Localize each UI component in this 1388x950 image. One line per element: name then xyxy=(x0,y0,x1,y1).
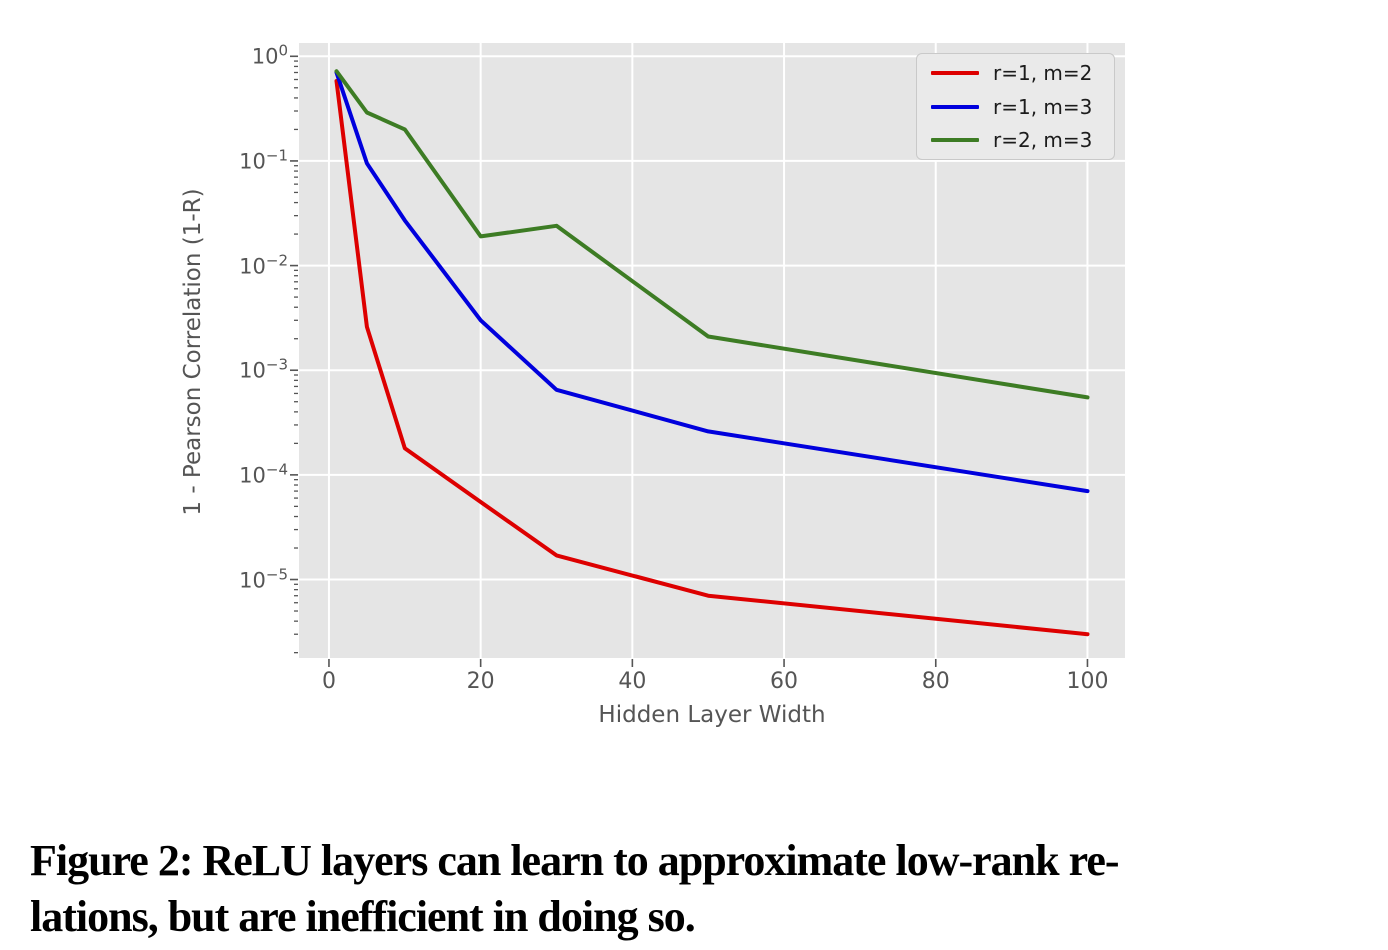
y-tick-label: 10−1 xyxy=(239,146,288,174)
x-tick-label: 80 xyxy=(921,669,950,694)
y-tick-label: 10−4 xyxy=(239,460,288,488)
x-tick-label: 0 xyxy=(321,669,336,694)
x-tick-label: 100 xyxy=(1066,669,1109,694)
legend-entry-r2m3: r=2, m=3 xyxy=(931,127,1104,153)
y-tick-label: 10−2 xyxy=(239,251,288,279)
blue-line-swatch xyxy=(931,104,979,109)
green-line-swatch xyxy=(931,138,979,143)
red-line-swatch xyxy=(931,70,979,75)
line-chart xyxy=(290,43,1125,667)
x-tick-label: 40 xyxy=(618,669,647,694)
legend-label: r=2, m=3 xyxy=(993,128,1093,153)
y-axis-label: 1 - Pearson Correlation (1-R) xyxy=(180,188,206,516)
legend-label: r=1, m=2 xyxy=(993,60,1093,85)
y-tick-label: 100 xyxy=(251,41,288,69)
legend-entry-r1m3: r=1, m=3 xyxy=(931,94,1104,120)
caption-line-2: lations, but are inefficient in doing so… xyxy=(30,892,696,942)
x-tick-label: 60 xyxy=(770,669,799,694)
x-tick-label: 20 xyxy=(466,669,495,694)
caption-line-1: Figure 2: ReLU layers can learn to appro… xyxy=(30,836,1120,885)
chart-legend: r=1, m=2 r=1, m=3 r=2, m=3 xyxy=(916,53,1115,160)
y-tick-label: 10−3 xyxy=(239,355,288,383)
x-axis-label: Hidden Layer Width xyxy=(598,702,826,728)
figure-caption: Figure 2: ReLU layers can learn to appro… xyxy=(30,833,1375,946)
legend-entry-r1m2: r=1, m=2 xyxy=(931,60,1104,86)
legend-label: r=1, m=3 xyxy=(993,94,1093,119)
y-tick-label: 10−5 xyxy=(239,565,288,593)
